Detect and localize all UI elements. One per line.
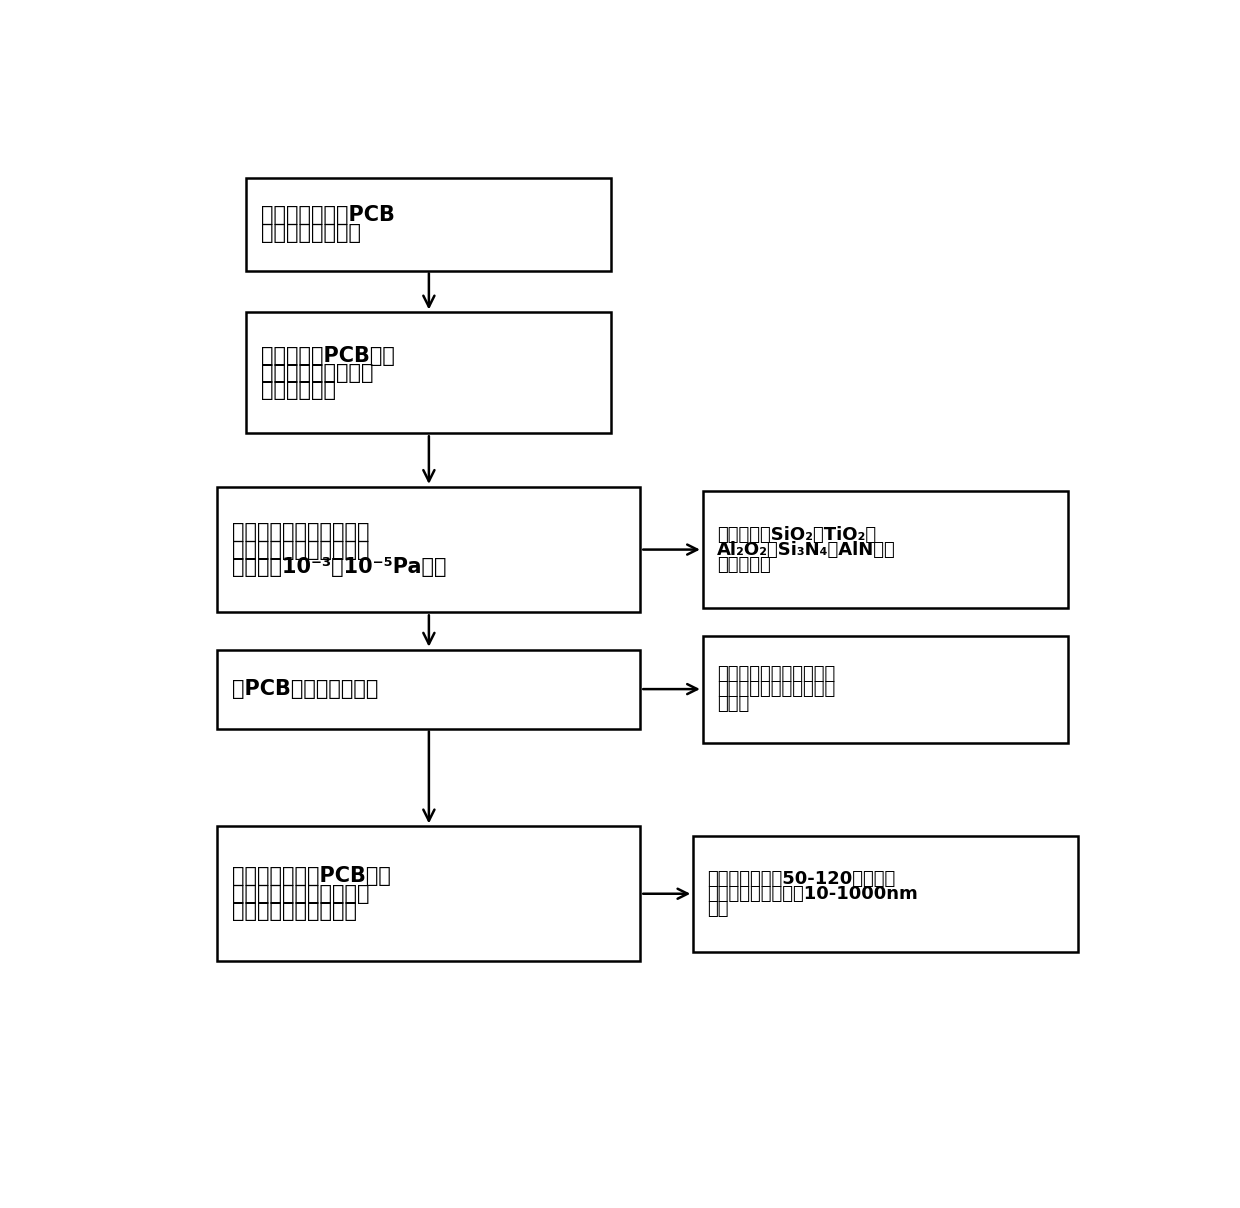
Bar [247,178,611,271]
Text: 内进行抽真空处理，真空: 内进行抽真空处理，真空 [232,540,370,559]
Text: 将清洗后的PCB板放: 将清洗后的PCB板放 [260,345,394,366]
Text: Al₂O₂、Si₃N₄、AlN中的: Al₂O₂、Si₃N₄、AlN中的 [717,540,897,558]
Text: 的一种: 的一种 [717,695,749,713]
Bar [217,487,640,612]
Text: 将需镀膜处理的PCB: 将需镀膜处理的PCB [260,205,394,226]
Text: 膜处理面朝上: 膜处理面朝上 [260,381,336,400]
Text: 板进行等离子清洗: 板进行等离子清洗 [260,222,361,243]
Text: 镀膜工艺为电子束蒸发、: 镀膜工艺为电子束蒸发、 [717,666,836,683]
Text: 间，镀膜厚度控制在10-1000nm: 间，镀膜厚度控制在10-1000nm [708,884,919,902]
Bar [703,635,1068,743]
Text: 镀膜完成后，待PCB板冷: 镀膜完成后，待PCB板冷 [232,866,391,887]
Text: 却至室温后取出，并及时: 却至室温后取出，并及时 [232,884,370,904]
Text: 度控制在10⁻³至10⁻⁵Pa之间: 度控制在10⁻³至10⁻⁵Pa之间 [232,557,446,577]
Text: 磁控溅射或原子层沉积中: 磁控溅射或原子层沉积中 [717,680,836,698]
Text: 将衬板放进镀膜真空设备: 将衬板放进镀膜真空设备 [232,522,370,542]
Bar [217,650,640,728]
Text: 对PCB板进行镀膜处理: 对PCB板进行镀膜处理 [232,679,378,699]
Text: 置在衬板上，其中镀: 置在衬板上，其中镀 [260,362,373,383]
Bar [247,313,611,434]
Bar [693,836,1078,952]
Text: 一种或多种: 一种或多种 [717,556,771,574]
Text: 镀膜材料为SiO₂、TiO₂、: 镀膜材料为SiO₂、TiO₂、 [717,525,877,544]
Bar [217,826,640,962]
Bar [703,492,1068,608]
Text: 放入氮气柜进行保存。: 放入氮气柜进行保存。 [232,901,357,920]
Text: 镀膜温度控制在50-120摄氏度之: 镀膜温度控制在50-120摄氏度之 [708,870,895,888]
Text: 之间: 之间 [708,900,729,918]
